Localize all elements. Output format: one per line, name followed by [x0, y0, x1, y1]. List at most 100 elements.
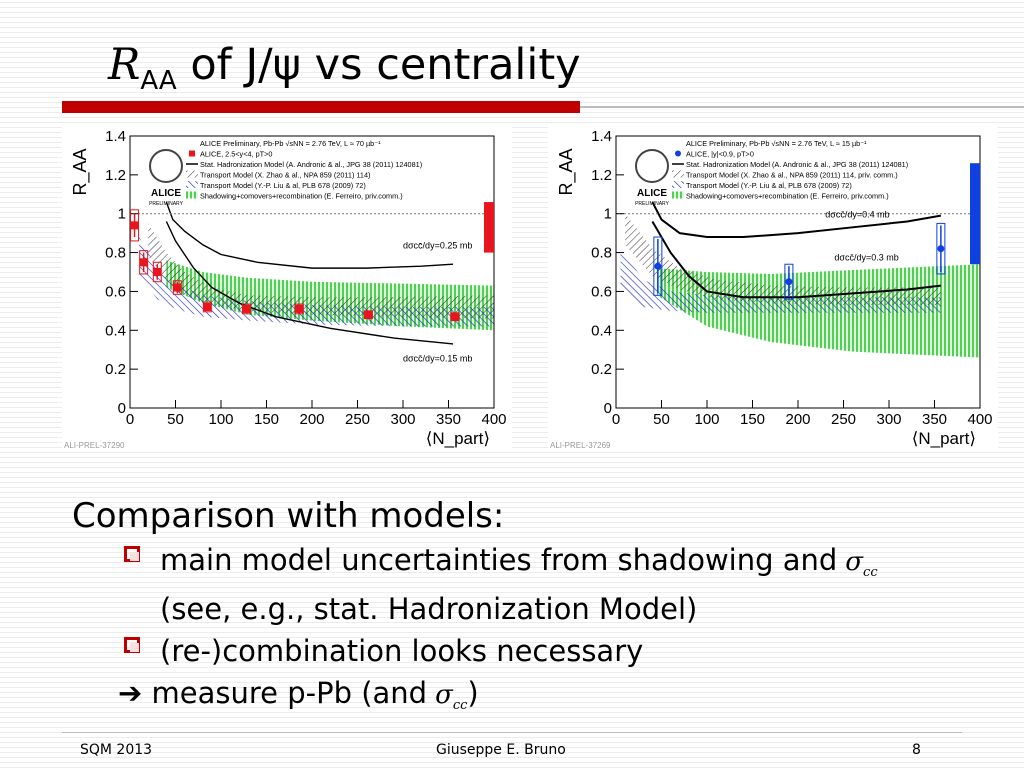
legend-entry: Shadowing+comovers+recombination (E. Fer… — [200, 192, 403, 201]
legend-entry: Transport Model (Y.-P. Liu & al, PLB 678… — [200, 181, 366, 190]
zhao-band — [625, 213, 941, 306]
chart-svg-forward: 0 50 100 150 200 250 300 350 400 0 0.2 0.4 0.6 0.8 1 1.… — [64, 128, 507, 450]
bullet-recombination-text: (re-)combination looks necessary — [160, 634, 644, 669]
footer-author: Giuseppe E. Bruno — [436, 742, 566, 758]
slide-body: Comparison with models: main model uncer… — [72, 496, 1012, 724]
x-tick-label: 250 — [831, 411, 856, 428]
annotation: dσcc̄/dy=0.25 mb — [403, 241, 472, 251]
y-tick-label: 0.8 — [591, 245, 612, 262]
bullet-shadowing: main model uncertainties from shadowing … — [72, 542, 1012, 628]
legend-entry: Shadowing+comovers+recombination (E. Fer… — [686, 192, 889, 201]
x-tick-label: 0 — [126, 411, 134, 428]
logo-text: ALICE — [151, 188, 181, 199]
sigma-glyph: σ — [845, 547, 864, 577]
legend-swatch — [186, 191, 198, 199]
title-r: R — [108, 40, 141, 90]
data-point — [364, 310, 373, 319]
y-tick-label: 1.2 — [591, 167, 612, 184]
sigma-cc-symbol: σcc — [435, 680, 468, 714]
sigma-subscript: cc — [863, 565, 878, 581]
x-axis-label: ⟨N_part⟩ — [912, 429, 976, 448]
legend-swatch — [672, 191, 684, 199]
legend-marker — [189, 150, 195, 157]
legend-entry: Stat. Hadronization Model (A. Andronic &… — [200, 160, 422, 169]
logo-subtext: PRELIMINARY — [149, 201, 183, 207]
data-point — [173, 283, 182, 292]
y-tick-label: 0.2 — [591, 361, 612, 378]
chart-forward-rapidity: 0 50 100 150 200 250 300 350 400 0 0.2 0.4 0.6 0.8 1 1.… — [62, 126, 512, 452]
legend-entry: ALICE, |y|<0.9, pT>0 — [686, 150, 754, 159]
stat-model-upper-line — [651, 201, 942, 239]
data-point — [450, 312, 459, 321]
y-axis-label: R_AA — [556, 148, 577, 195]
legend-swatch — [186, 170, 198, 178]
footer: SQM 2013 Giuseppe E. Bruno 8 — [0, 742, 1024, 762]
footer-divider — [62, 732, 962, 733]
systematic-box — [784, 263, 794, 300]
bullet-shadowing-text-2: (see, e.g., stat. Hadronization Model) — [160, 592, 698, 627]
checkbox-bullet-icon — [124, 546, 140, 562]
logo-text: ALICE — [637, 188, 667, 199]
legend-entry: Transport Model (Y.-P. Liu & al, PLB 678… — [686, 181, 852, 190]
x-tick-label: 50 — [653, 411, 670, 428]
data-point — [295, 304, 304, 313]
bullet-recombination: (re-)combination looks necessary — [72, 633, 1012, 670]
stat-model-upper-line — [165, 201, 454, 269]
x-tick-label: 0 — [612, 411, 620, 428]
liu-band — [620, 248, 941, 313]
y-tick-label: 0.8 — [105, 245, 126, 262]
bullet-measure-end: ) — [467, 676, 479, 711]
legend-entry: ALICE Preliminary, Pb-Pb √sNN = 2.76 TeV… — [686, 139, 867, 148]
x-tick-label: 300 — [876, 411, 901, 428]
stat-model-lower-line — [651, 220, 941, 299]
y-axis-label: R_AA — [70, 148, 91, 195]
systematic-box — [653, 236, 663, 296]
y-tick-label: 0.6 — [591, 283, 612, 300]
stat-model-lower-line — [165, 221, 454, 345]
annotation: dσcc̄/dy=0.4 mb — [825, 210, 889, 220]
y-tick-label: 1.2 — [105, 167, 126, 184]
legend-entry: Transport Model (X. Zhao & al., NPA 859 … — [200, 171, 370, 180]
comparison-heading: Comparison with models: — [72, 496, 505, 536]
x-tick-label: 100 — [694, 411, 719, 428]
x-tick-label: 400 — [967, 411, 992, 428]
zhao-band — [148, 223, 494, 319]
x-tick-label: 350 — [436, 411, 461, 428]
sigma-subscript: cc — [452, 698, 468, 714]
arrow-icon: ➔ — [118, 676, 143, 711]
annotation: dσcc̄/dy=0.15 mb — [403, 353, 472, 363]
y-tick-label: 1.4 — [105, 128, 126, 145]
data-point — [153, 268, 162, 276]
title-divider — [580, 106, 1024, 108]
x-tick-label: 150 — [254, 411, 279, 428]
y-tick-label: 1 — [118, 206, 126, 223]
y-tick-label: 0.6 — [105, 283, 126, 300]
chart-svg-mid: 0 50 100 150 200 250 300 350 400 0 0.2 0.4 0.6 0.8 1 1.… — [550, 128, 993, 450]
y-tick-label: 1 — [604, 206, 612, 223]
chart-mid-rapidity: 0 50 100 150 200 250 300 350 400 0 0.2 0.4 0.6 0.8 1 1.… — [548, 126, 998, 452]
data-point — [785, 278, 793, 286]
y-tick-label: 0.4 — [591, 322, 612, 339]
bullet-measure: ➔ measure p-Pb (and σcc) — [72, 675, 1012, 724]
annotation: dσcc̄/dy=0.3 mb — [834, 252, 898, 262]
alice-logo-icon — [149, 149, 183, 183]
data-point — [937, 245, 945, 253]
data-point — [139, 258, 148, 267]
bullet-measure-text: measure p-Pb (and — [151, 676, 428, 711]
y-tick-label: 1.4 — [591, 128, 612, 145]
slide-title: RAA of J/ψ vs centrality — [108, 40, 581, 96]
legend-entry: ALICE, 2.5<y<4, pT>0 — [200, 150, 272, 159]
legend-entry: Transport Model (X. Zhao & al., NPA 859 … — [686, 171, 898, 180]
alice-logo-icon — [635, 149, 669, 183]
checkbox-bullet-icon — [124, 637, 140, 654]
sigma-glyph: σ — [435, 680, 453, 711]
watermark: ALI-PREL-37269 — [550, 441, 611, 450]
x-tick-label: 250 — [345, 411, 370, 428]
footer-page-number: 8 — [912, 742, 921, 758]
bullet-shadowing-text: main model uncertainties from shadowing … — [160, 543, 838, 577]
legend-marker — [675, 150, 681, 157]
x-tick-label: 300 — [390, 411, 415, 428]
y-tick-label: 0.4 — [105, 322, 126, 339]
title-accent-bar — [62, 101, 580, 113]
title-subscript: AA — [140, 66, 177, 96]
